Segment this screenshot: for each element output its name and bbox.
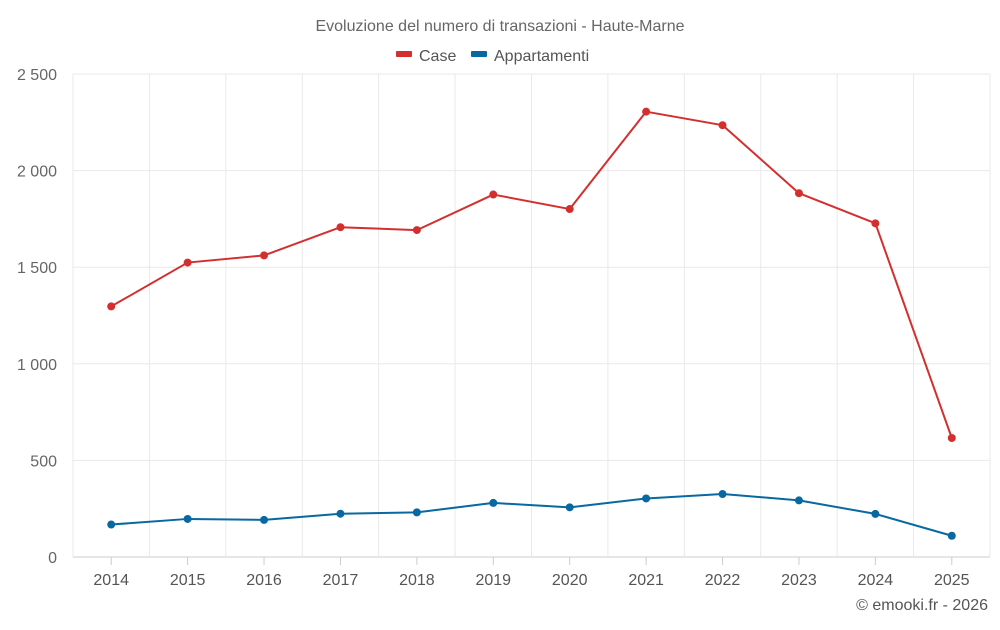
- data-point-appartamenti[interactable]: [489, 498, 498, 507]
- data-point-case[interactable]: [107, 302, 116, 311]
- data-point-case[interactable]: [718, 121, 727, 130]
- y-axis: 0 500 1 000 1 500 2 000 2 500: [17, 67, 57, 567]
- data-point-case[interactable]: [489, 190, 498, 199]
- series-line-case: [110, 110, 953, 439]
- legend-swatch-case: [396, 51, 412, 57]
- data-point-appartamenti[interactable]: [107, 520, 116, 529]
- y-tick-label: 2 500: [17, 67, 57, 84]
- series-line-appartamenti: [111, 493, 953, 537]
- series-appartamenti: [107, 490, 956, 540]
- data-point-case[interactable]: [947, 433, 956, 442]
- x-tick-label: 2021: [628, 572, 664, 589]
- x-tick-label: 2022: [705, 572, 741, 589]
- data-point-appartamenti[interactable]: [794, 496, 803, 505]
- credit-text: © emooki.fr - 2026: [856, 597, 988, 614]
- grid: [72, 73, 991, 558]
- data-point-case[interactable]: [794, 189, 803, 198]
- legend-label-appartamenti[interactable]: Appartamenti: [494, 48, 589, 65]
- x-tick-label: 2018: [399, 572, 435, 589]
- legend-swatch-appartamenti: [471, 51, 487, 57]
- x-tick-label: 2014: [93, 572, 129, 589]
- data-point-appartamenti[interactable]: [718, 490, 727, 499]
- data-point-appartamenti[interactable]: [947, 531, 956, 540]
- data-point-appartamenti[interactable]: [412, 508, 421, 517]
- data-point-appartamenti[interactable]: [565, 503, 574, 512]
- series-layer: [107, 107, 956, 540]
- x-tick-label: 2023: [781, 572, 817, 589]
- data-point-appartamenti[interactable]: [871, 509, 880, 518]
- data-point-case[interactable]: [336, 223, 345, 232]
- data-point-case[interactable]: [412, 226, 421, 235]
- legend: Case Appartamenti: [396, 48, 589, 65]
- data-point-case[interactable]: [565, 205, 574, 214]
- data-point-appartamenti[interactable]: [260, 515, 269, 524]
- data-point-case[interactable]: [642, 107, 651, 116]
- data-point-case[interactable]: [871, 219, 880, 228]
- y-tick-label: 1 500: [17, 260, 57, 277]
- x-tick-label: 2020: [552, 572, 588, 589]
- chart-title: Evoluzione del numero di transazioni - H…: [315, 18, 684, 35]
- data-point-appartamenti[interactable]: [183, 514, 192, 523]
- x-tick-label: 2019: [475, 572, 511, 589]
- series-case: [107, 107, 956, 442]
- y-tick-label: 1 000: [17, 357, 57, 374]
- y-tick-label: 2 000: [17, 164, 57, 181]
- x-tick-label: 2024: [858, 572, 894, 589]
- x-tick-label: 2025: [934, 572, 970, 589]
- x-tick-label: 2017: [323, 572, 359, 589]
- y-tick-label: 500: [30, 453, 57, 470]
- data-point-case[interactable]: [260, 251, 269, 260]
- data-point-appartamenti[interactable]: [642, 494, 651, 503]
- x-tick-label: 2015: [170, 572, 206, 589]
- legend-label-case[interactable]: Case: [419, 48, 456, 65]
- data-point-case[interactable]: [183, 258, 192, 267]
- data-point-appartamenti[interactable]: [336, 509, 345, 518]
- y-tick-label: 0: [48, 550, 57, 567]
- x-axis: 2014 2015 2016 2017 2018 2019 2020 2021 2022 2023…: [93, 557, 970, 589]
- x-tick-label: 2016: [246, 572, 282, 589]
